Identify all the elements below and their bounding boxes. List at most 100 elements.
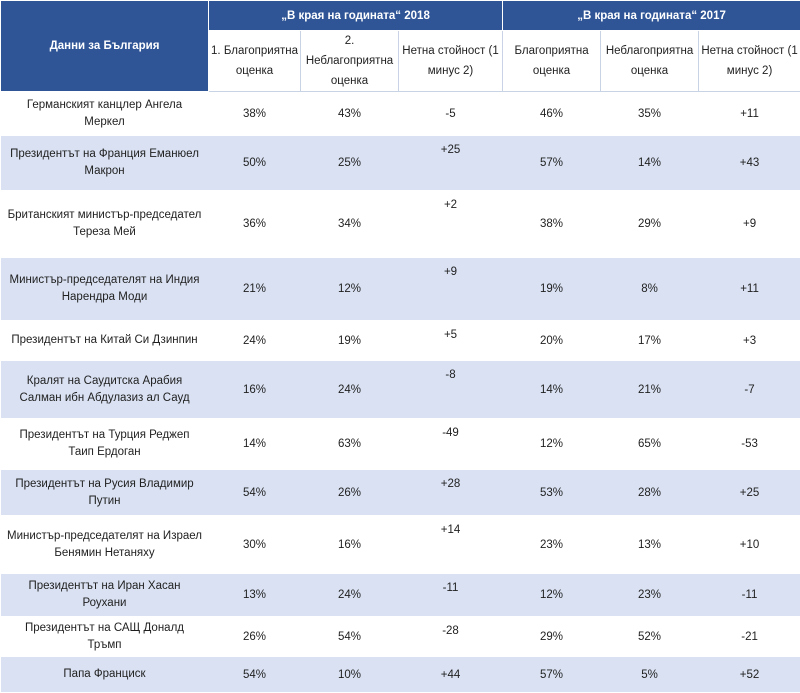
table-row: Президентът на Турция Реджеп Таип Ердога… — [1, 419, 800, 470]
unfavorable-2017: 65% — [601, 419, 699, 470]
table-body: Германският канцлер Ангела Меркел 38% 43… — [1, 92, 800, 693]
leader-name: Британският министър-председател Тереза … — [1, 191, 209, 258]
favorable-2017: 57% — [503, 136, 601, 191]
net-2017: +25 — [699, 470, 800, 516]
net-2018: +28 — [399, 470, 503, 516]
unfavorable-2017: 28% — [601, 470, 699, 516]
col-net-2018: Нетна стойност (1 минус 2) — [399, 31, 503, 92]
col-net-2017: Нетна стойност (1 минус 2) — [699, 31, 800, 92]
net-2018: -5 — [399, 92, 503, 136]
favorable-2017: 53% — [503, 470, 601, 516]
favorable-2017: 14% — [503, 361, 601, 419]
favorable-2018: 14% — [209, 419, 301, 470]
net-2017: +10 — [699, 516, 800, 574]
unfavorable-2018: 26% — [301, 470, 399, 516]
net-2018: -28 — [399, 617, 503, 657]
group-header-2017: „В края на годината“ 2017 — [503, 1, 800, 31]
favorable-2017: 46% — [503, 92, 601, 136]
table-row: Министър-председателят на Индия Нарендра… — [1, 258, 800, 321]
leader-name: Президентът на Франция Еманюел Макрон — [1, 136, 209, 191]
favorable-2018: 21% — [209, 258, 301, 321]
net-2018: +44 — [399, 657, 503, 693]
favorable-2018: 36% — [209, 191, 301, 258]
unfavorable-2018: 24% — [301, 574, 399, 617]
favorable-2017: 38% — [503, 191, 601, 258]
unfavorable-2018: 12% — [301, 258, 399, 321]
favorable-2017: 29% — [503, 617, 601, 657]
net-2017: +11 — [699, 92, 800, 136]
col-favorable-2018: 1. Благоприятна оценка — [209, 31, 301, 92]
favorable-2018: 24% — [209, 321, 301, 361]
leader-name: Президентът на Китай Си Дзинпин — [1, 321, 209, 361]
unfavorable-2018: 10% — [301, 657, 399, 693]
table-row: Германският канцлер Ангела Меркел 38% 43… — [1, 92, 800, 136]
leader-name: Президентът на САЩ Доналд Тръмп — [1, 617, 209, 657]
leader-name: Кралят на Саудитска Арабия Салман ибн Аб… — [1, 361, 209, 419]
table-row: Британският министър-председател Тереза … — [1, 191, 800, 258]
unfavorable-2018: 43% — [301, 92, 399, 136]
col-favorable-2017: Благоприятна оценка — [503, 31, 601, 92]
favorable-2018: 38% — [209, 92, 301, 136]
leader-name: Германският канцлер Ангела Меркел — [1, 92, 209, 136]
favorable-2017: 12% — [503, 419, 601, 470]
favorable-2018: 54% — [209, 470, 301, 516]
unfavorable-2017: 5% — [601, 657, 699, 693]
net-2018: +9 — [399, 258, 503, 321]
table-header: Данни за България „В края на годината“ 2… — [1, 1, 800, 92]
unfavorable-2017: 23% — [601, 574, 699, 617]
favorable-2017: 23% — [503, 516, 601, 574]
group-header-2018: „В края на годината“ 2018 — [209, 1, 503, 31]
table-row: Министър-председателят на Израел Бенямин… — [1, 516, 800, 574]
favorable-2018: 30% — [209, 516, 301, 574]
favorable-2018: 26% — [209, 617, 301, 657]
unfavorable-2017: 29% — [601, 191, 699, 258]
table-row: Папа Франциск 54% 10% +44 57% 5% +52 — [1, 657, 800, 693]
net-2017: -53 — [699, 419, 800, 470]
net-2018: +14 — [399, 516, 503, 574]
favorable-2018: 13% — [209, 574, 301, 617]
favorable-2018: 54% — [209, 657, 301, 693]
unfavorable-2017: 21% — [601, 361, 699, 419]
table-row: Кралят на Саудитска Арабия Салман ибн Аб… — [1, 361, 800, 419]
favorable-2018: 16% — [209, 361, 301, 419]
unfavorable-2018: 24% — [301, 361, 399, 419]
unfavorable-2017: 14% — [601, 136, 699, 191]
net-2017: +9 — [699, 191, 800, 258]
net-2018: +25 — [399, 136, 503, 191]
col-unfavorable-2018: 2. Неблагоприятна оценка — [301, 31, 399, 92]
table-row: Президентът на Русия Владимир Путин 54% … — [1, 470, 800, 516]
net-2017: +43 — [699, 136, 800, 191]
unfavorable-2018: 16% — [301, 516, 399, 574]
net-2017: -7 — [699, 361, 800, 419]
favorable-2017: 19% — [503, 258, 601, 321]
net-2018: -8 — [399, 361, 503, 419]
table-row: Президентът на Франция Еманюел Макрон 50… — [1, 136, 800, 191]
table-row: Президентът на Иран Хасан Роухани 13% 24… — [1, 574, 800, 617]
net-2018: +2 — [399, 191, 503, 258]
unfavorable-2018: 63% — [301, 419, 399, 470]
unfavorable-2018: 25% — [301, 136, 399, 191]
favorable-2018: 50% — [209, 136, 301, 191]
net-2017: -21 — [699, 617, 800, 657]
net-2018: -11 — [399, 574, 503, 617]
leader-name: Министър-председателят на Индия Нарендра… — [1, 258, 209, 321]
table-row: Президентът на Китай Си Дзинпин 24% 19% … — [1, 321, 800, 361]
unfavorable-2017: 13% — [601, 516, 699, 574]
net-2017: +52 — [699, 657, 800, 693]
net-2018: -49 — [399, 419, 503, 470]
favorable-2017: 57% — [503, 657, 601, 693]
net-2017: +3 — [699, 321, 800, 361]
unfavorable-2018: 34% — [301, 191, 399, 258]
unfavorable-2017: 35% — [601, 92, 699, 136]
leader-name: Президентът на Турция Реджеп Таип Ердога… — [1, 419, 209, 470]
unfavorable-2018: 54% — [301, 617, 399, 657]
unfavorable-2017: 52% — [601, 617, 699, 657]
leader-name: Папа Франциск — [1, 657, 209, 693]
table-row: Президентът на САЩ Доналд Тръмп 26% 54% … — [1, 617, 800, 657]
leader-name: Президентът на Иран Хасан Роухани — [1, 574, 209, 617]
col-unfavorable-2017: Неблагоприятна оценка — [601, 31, 699, 92]
unfavorable-2017: 17% — [601, 321, 699, 361]
net-2018: +5 — [399, 321, 503, 361]
unfavorable-2018: 19% — [301, 321, 399, 361]
